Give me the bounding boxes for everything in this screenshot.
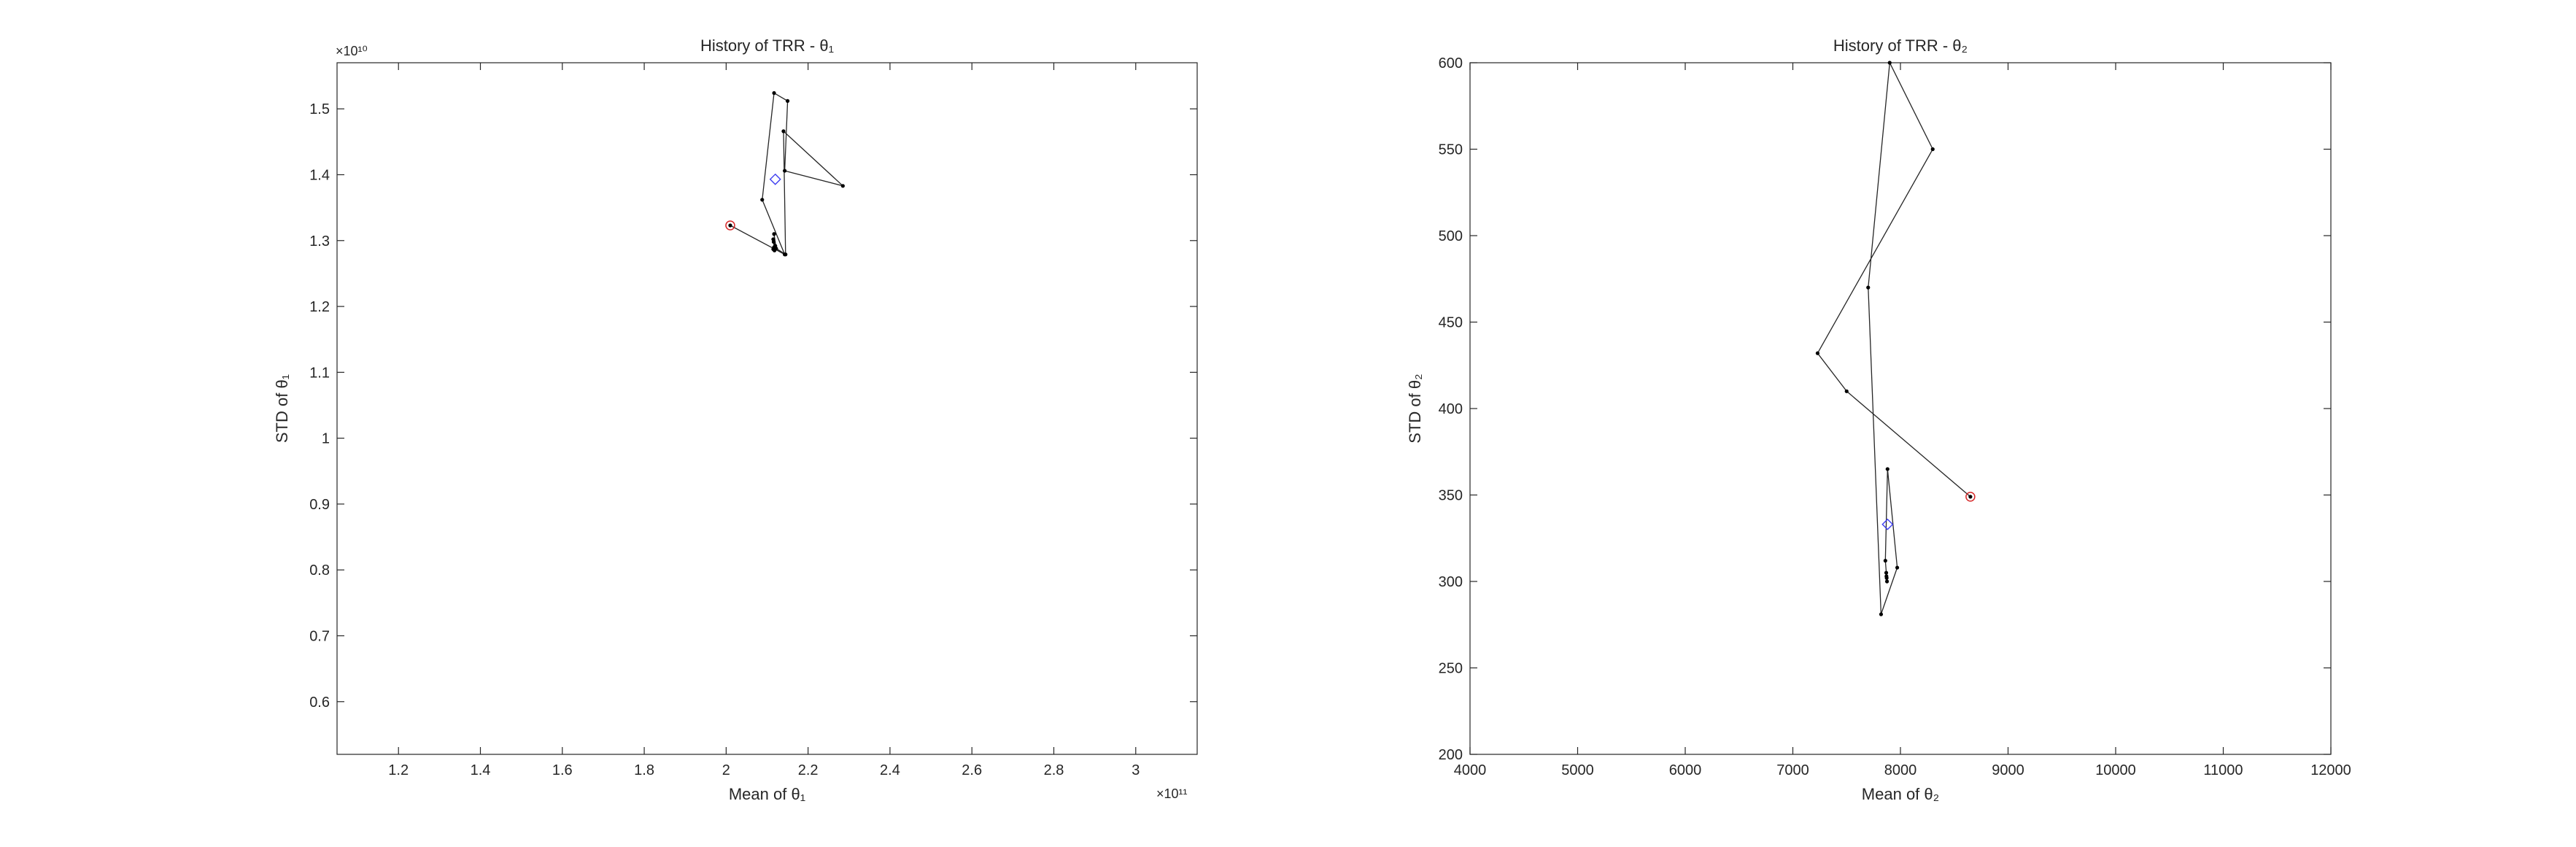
y-tick-label: 0.6 (309, 695, 330, 711)
y-axis-label: STD of θ₁ (273, 374, 291, 443)
x-tick-label: 1.4 (471, 762, 491, 778)
plot-area (1469, 62, 2332, 755)
x-tick-label: 7000 (1776, 762, 1809, 778)
x-axis-label: Mean of θ₁ (729, 785, 805, 803)
x-tick-label: 5000 (1561, 762, 1594, 778)
y-tick-label: 600 (1439, 55, 1463, 71)
x-tick-label: 3 (1132, 762, 1140, 778)
y-tick-label: 300 (1439, 574, 1463, 590)
plot-area (336, 62, 1198, 755)
start-marker (725, 220, 735, 231)
trajectory-point (772, 90, 776, 96)
y-tick-label: 400 (1439, 401, 1463, 417)
trajectory-point (771, 239, 776, 244)
y-tick-label: 1.2 (309, 299, 330, 315)
x-tick-label: 11000 (2203, 762, 2243, 778)
chart-theta2: 4000 5000 6000 7000 8000 9000 10000 11000 12000 2… (1406, 36, 2351, 803)
trajectory-point (728, 223, 732, 228)
trajectory-point (784, 252, 788, 257)
y-tick-label: 350 (1439, 488, 1463, 504)
y-tick-label: 500 (1439, 228, 1463, 244)
trajectory-point (1895, 565, 1900, 570)
y-tick-label: 250 (1439, 661, 1463, 677)
x-tick-label: 6000 (1669, 762, 1702, 778)
chart-title: History of TRR - θ₂ (1833, 36, 1968, 55)
x-tick-label: 12000 (2310, 762, 2351, 778)
y-tick-label: 1.4 (309, 167, 330, 183)
trajectory-point (781, 129, 786, 134)
x-tick-label: 4000 (1454, 762, 1487, 778)
x-tick-label: 2.4 (880, 762, 900, 778)
mean-marker (769, 173, 781, 185)
trajectory-point (840, 184, 845, 188)
trajectory-point (1930, 147, 1935, 152)
x-tick-label: 10000 (2095, 762, 2136, 778)
y-tick-label: 200 (1439, 747, 1463, 763)
x-tick-label: 2.6 (962, 762, 982, 778)
trajectory-point (1884, 579, 1890, 584)
y-tick-label: 1 (322, 431, 330, 447)
trajectory-point (1887, 61, 1892, 65)
y-tick-label: 0.9 (309, 497, 330, 513)
trajectory-point (1884, 571, 1889, 575)
trajectory-point (785, 98, 790, 103)
trajectory-point (1879, 612, 1884, 616)
x-tick-label: 2.8 (1044, 762, 1064, 778)
y-tick-label: 0.7 (309, 628, 330, 644)
trajectory-point (1844, 389, 1849, 393)
trajectory-point (1815, 351, 1820, 355)
chart-theta1: 1.2 1.4 1.6 1.8 2 2.2 2.4 2.6 2.8 3 0.6 0.7 0.8 0.9 1 1… (273, 36, 1198, 803)
trajectory-point (771, 247, 776, 251)
y-tick-label: 450 (1439, 315, 1463, 331)
y-tick-label: 1.3 (309, 233, 330, 250)
x-tick-label: 1.8 (634, 762, 654, 778)
x-tick-label: 8000 (1884, 762, 1917, 778)
trajectory-point (772, 232, 776, 236)
trajectory-point (1883, 558, 1887, 563)
mean-marker (1881, 518, 1894, 530)
x-tick-label: 1.6 (552, 762, 573, 778)
x-axis-label: Mean of θ₂ (1862, 785, 1939, 803)
chart-title: History of TRR - θ₁ (700, 36, 834, 55)
x-tick-label: 2 (722, 762, 730, 778)
trajectory-point (1885, 467, 1890, 471)
x-tick-label: 1.2 (388, 762, 409, 778)
y-tick-label: 1.5 (309, 101, 330, 117)
x-tick-label: 2.2 (798, 762, 819, 778)
y-exponent-label: ×10¹⁰ (336, 44, 368, 58)
trajectory-point (760, 198, 765, 202)
y-tick-label: 0.8 (309, 562, 330, 579)
trajectory-point (1866, 285, 1871, 290)
trajectory-point (783, 169, 787, 173)
y-tick-label: 550 (1439, 142, 1463, 158)
x-tick-label: 9000 (1992, 762, 2024, 778)
y-axis-label: STD of θ₂ (1406, 374, 1424, 443)
trajectory-point (1884, 574, 1889, 579)
y-tick-label: 1.1 (309, 365, 330, 381)
trajectory-point (1968, 495, 1973, 499)
x-exponent-label: ×10¹¹ (1156, 786, 1188, 801)
start-marker (1965, 492, 1976, 502)
